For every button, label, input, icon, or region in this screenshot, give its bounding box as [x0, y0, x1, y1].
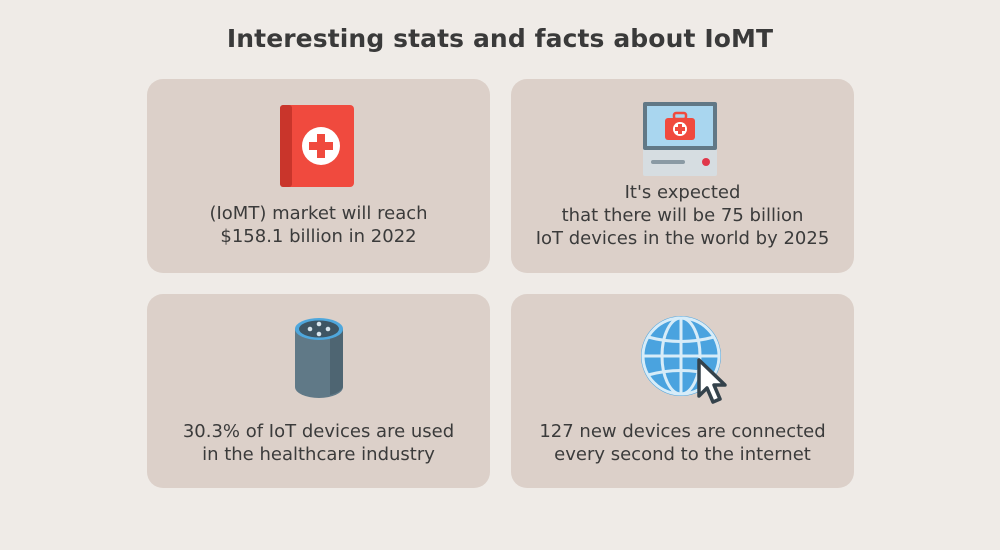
stat-card-devices-2025: It's expected that there will be 75 bill…: [511, 79, 854, 273]
stat-text: It's expected that there will be 75 bill…: [511, 181, 854, 250]
stat-line: 127 new devices are connected: [539, 421, 826, 442]
stat-line: IoT devices in the world by 2025: [535, 228, 830, 249]
stat-card-internet: 127 new devices are connected every seco…: [511, 294, 854, 488]
stat-text: 127 new devices are connected every seco…: [511, 420, 854, 466]
stat-line: (IoMT) market will reach: [209, 203, 428, 224]
stat-line: every second to the internet: [554, 444, 811, 465]
stat-card-healthcare: 30.3% of IoT devices are used in the hea…: [147, 294, 490, 488]
stat-text: (IoMT) market will reach $158.1 billion …: [147, 202, 490, 248]
stat-line: 30.3% of IoT devices are used: [182, 421, 455, 442]
stat-line: It's expected: [624, 182, 741, 203]
smart-speaker-icon: [295, 318, 343, 398]
stat-line: that there will be 75 billion: [561, 205, 804, 226]
stat-line: $158.1 billion in 2022: [220, 226, 417, 247]
globe-cursor-icon: [641, 316, 727, 404]
medical-book-icon: [280, 105, 354, 187]
monitor-first-aid-icon: [643, 102, 717, 176]
stat-card-market: (IoMT) market will reach $158.1 billion …: [147, 79, 490, 273]
stat-text: 30.3% of IoT devices are used in the hea…: [147, 420, 490, 466]
page-title: Interesting stats and facts about IoMT: [226, 24, 774, 53]
stat-line: in the healthcare industry: [202, 444, 435, 465]
